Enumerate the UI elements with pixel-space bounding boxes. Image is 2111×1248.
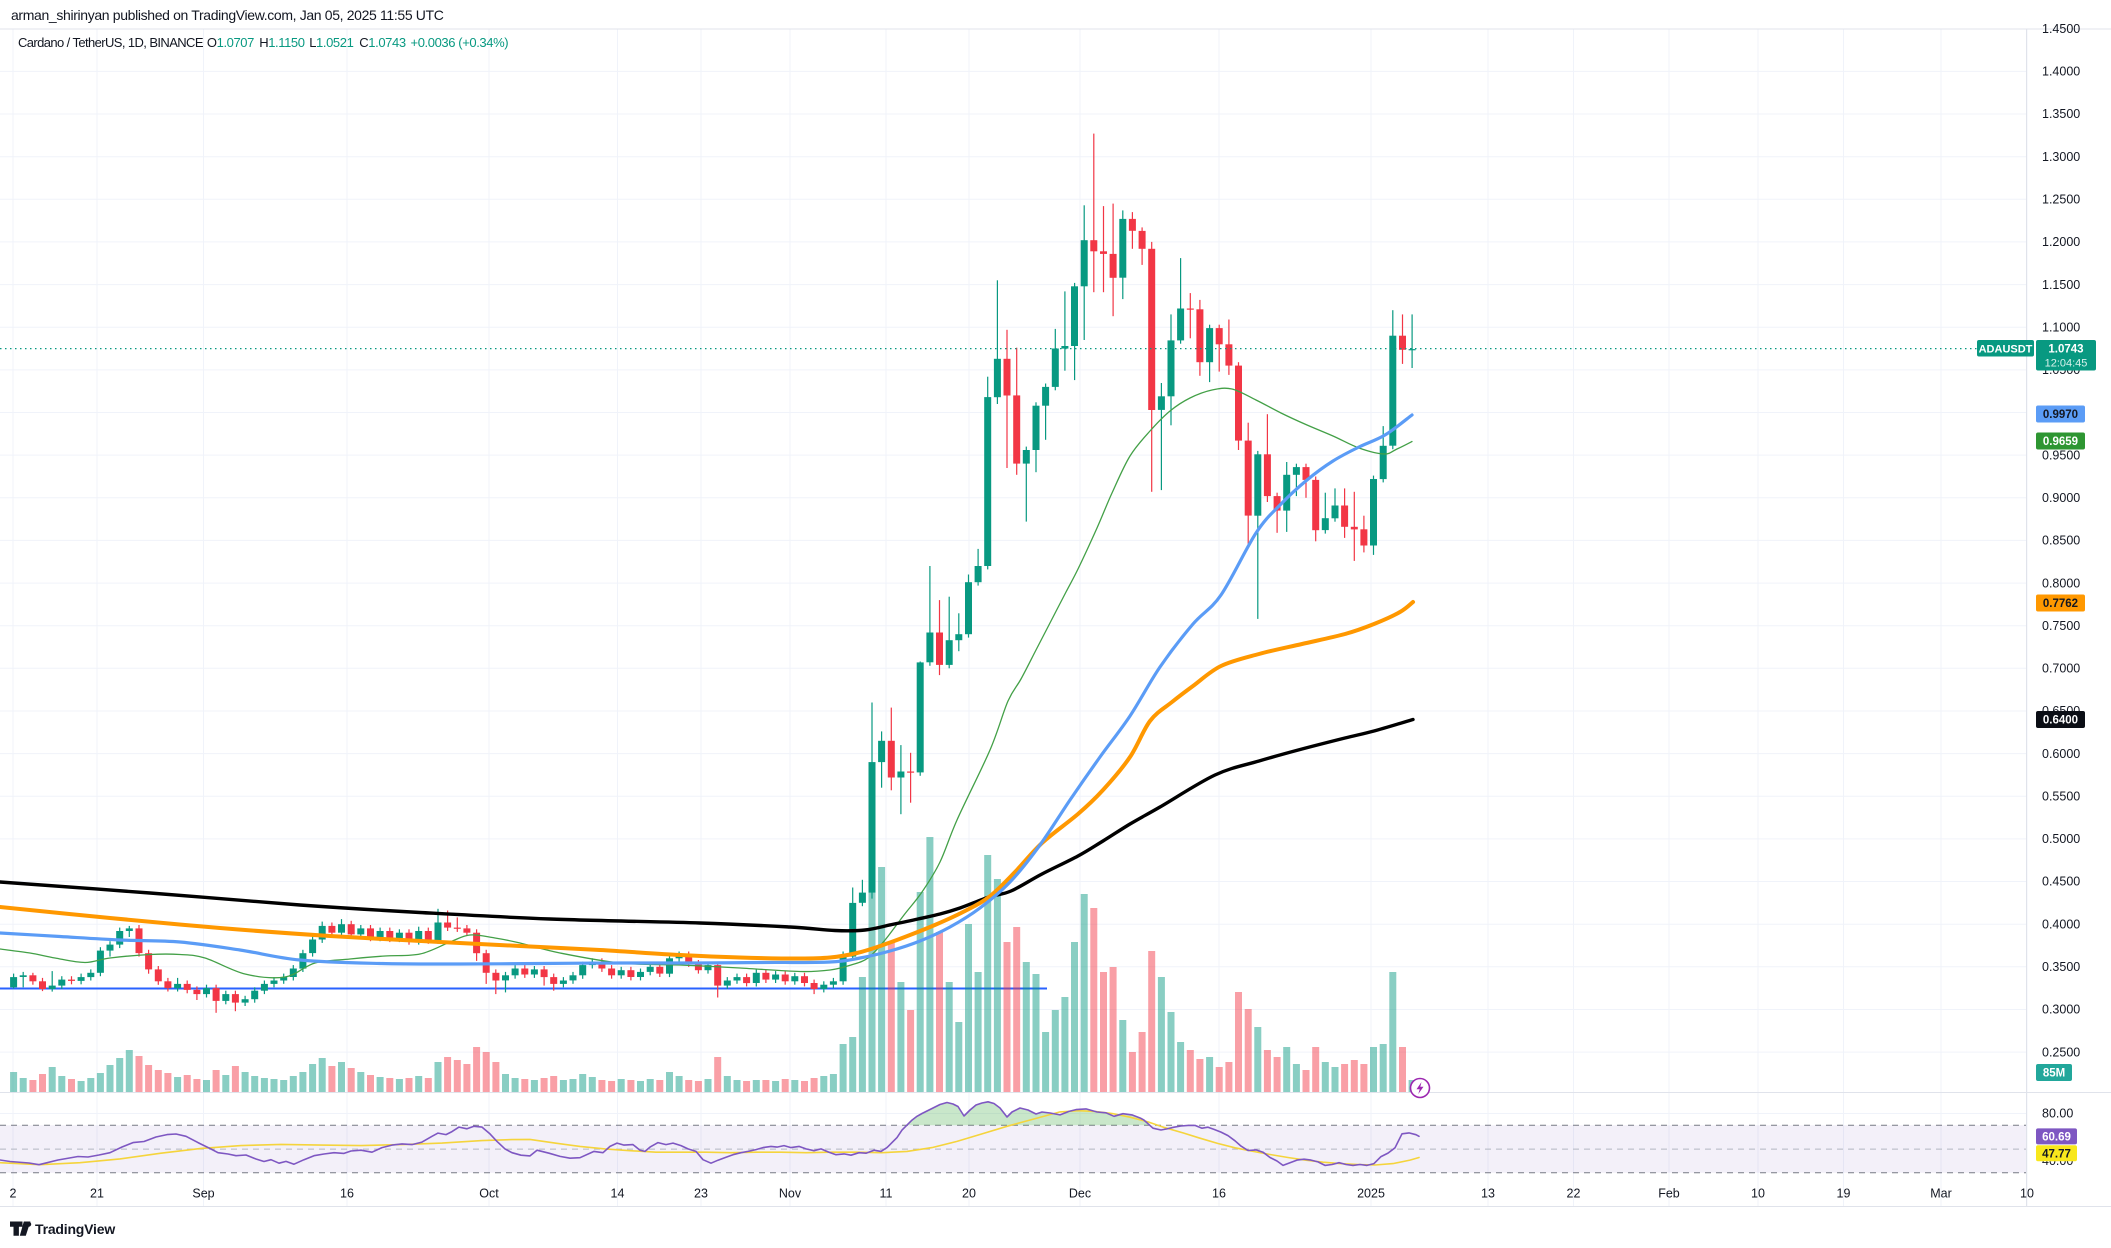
svg-text:O1.0707: O1.0707	[207, 35, 254, 50]
svg-text:ADAUSDT: ADAUSDT	[1979, 344, 2033, 356]
svg-text:11: 11	[880, 1187, 893, 1201]
svg-text:1.4500: 1.4500	[2042, 22, 2080, 36]
svg-text:1.1500: 1.1500	[2042, 278, 2080, 292]
svg-text:0.7000: 0.7000	[2042, 662, 2080, 676]
svg-text:12:04:45: 12:04:45	[2045, 358, 2088, 370]
svg-text:13: 13	[1481, 1187, 1495, 1201]
svg-text:0.8000: 0.8000	[2042, 576, 2080, 590]
svg-text:0.9659: 0.9659	[2043, 436, 2078, 448]
svg-text:0.4000: 0.4000	[2042, 917, 2080, 931]
svg-text:Sep: Sep	[192, 1187, 214, 1201]
svg-text:0.3500: 0.3500	[2042, 960, 2080, 974]
svg-text:L1.0521: L1.0521	[309, 35, 353, 50]
svg-text:1.3500: 1.3500	[2042, 107, 2080, 121]
svg-text:arman_shirinyan published on T: arman_shirinyan published on TradingView…	[11, 7, 444, 23]
svg-text:80.00: 80.00	[2042, 1107, 2073, 1121]
svg-text:0.3000: 0.3000	[2042, 1003, 2080, 1017]
svg-text:0.5500: 0.5500	[2042, 790, 2080, 804]
svg-text:47.77: 47.77	[2042, 1148, 2071, 1160]
svg-text:0.5000: 0.5000	[2042, 832, 2080, 846]
svg-text:0.7762: 0.7762	[2043, 598, 2078, 610]
svg-text:2025: 2025	[1357, 1187, 1385, 1201]
svg-text:0.4500: 0.4500	[2042, 875, 2080, 889]
svg-text:16: 16	[340, 1187, 354, 1201]
svg-text:0.7500: 0.7500	[2042, 619, 2080, 633]
svg-text:1.3000: 1.3000	[2042, 150, 2080, 164]
svg-text:1.1000: 1.1000	[2042, 320, 2080, 334]
svg-text:Feb: Feb	[1658, 1187, 1680, 1201]
svg-text:1.2500: 1.2500	[2042, 193, 2080, 207]
svg-text:0.2500: 0.2500	[2042, 1045, 2080, 1059]
svg-text:Mar: Mar	[1930, 1187, 1952, 1201]
svg-text:Oct: Oct	[479, 1187, 499, 1201]
svg-text:0.9500: 0.9500	[2042, 448, 2080, 462]
svg-text:0.6000: 0.6000	[2042, 747, 2080, 761]
svg-text:Dec: Dec	[1069, 1187, 1091, 1201]
svg-text:TradingView: TradingView	[35, 1221, 115, 1237]
svg-text:19: 19	[1837, 1187, 1851, 1201]
svg-text:0.9970: 0.9970	[2043, 409, 2078, 421]
svg-text:21: 21	[90, 1187, 104, 1201]
svg-text:10: 10	[1751, 1187, 1765, 1201]
svg-text:10: 10	[2020, 1187, 2034, 1201]
svg-text:1.0743: 1.0743	[2048, 344, 2083, 356]
svg-text:14: 14	[611, 1187, 625, 1201]
svg-text:22: 22	[1567, 1187, 1581, 1201]
svg-text:+0.0036 (+0.34%): +0.0036 (+0.34%)	[411, 35, 509, 50]
svg-text:60.69: 60.69	[2042, 1131, 2071, 1143]
svg-text:0.8500: 0.8500	[2042, 534, 2080, 548]
svg-text:C1.0743: C1.0743	[359, 35, 406, 50]
svg-text:20: 20	[962, 1187, 976, 1201]
svg-text:Cardano / TetherUS, 1D, BINANC: Cardano / TetherUS, 1D, BINANCE	[18, 35, 204, 50]
svg-text:H1.1150: H1.1150	[259, 35, 305, 50]
svg-text:0.9000: 0.9000	[2042, 491, 2080, 505]
svg-text:2: 2	[10, 1187, 17, 1201]
svg-text:0.6400: 0.6400	[2043, 715, 2078, 727]
svg-text:Nov: Nov	[779, 1187, 802, 1201]
svg-text:23: 23	[694, 1187, 708, 1201]
svg-text:85M: 85M	[2043, 1068, 2065, 1080]
svg-text:1.2000: 1.2000	[2042, 235, 2080, 249]
svg-text:16: 16	[1212, 1187, 1226, 1201]
svg-text:1.4000: 1.4000	[2042, 65, 2080, 79]
